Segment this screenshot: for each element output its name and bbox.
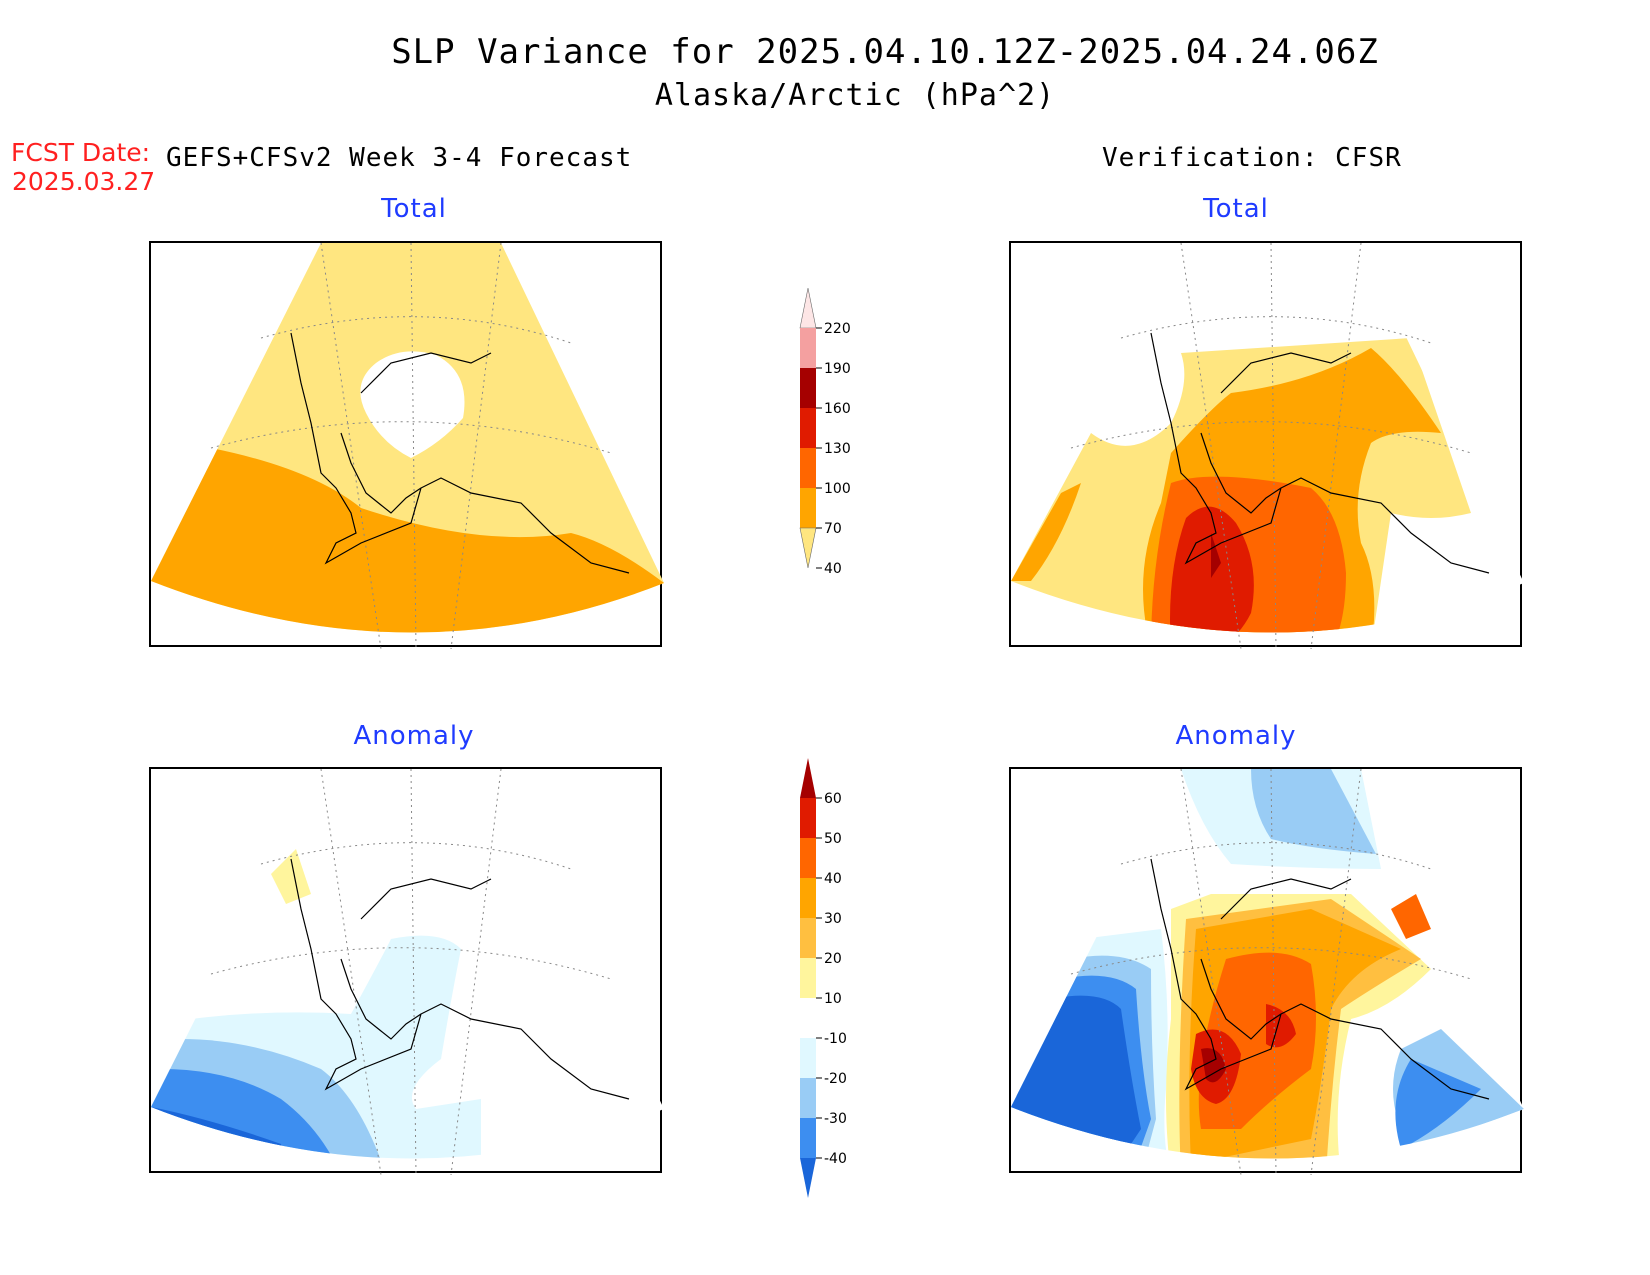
low-variance-region: [360, 351, 465, 458]
graticule: [1070, 243, 1472, 649]
forecast-total-title: Total: [381, 194, 447, 224]
anomaly-colorbar-top-extension: [800, 758, 816, 798]
total-colorbar-label: 40: [824, 561, 842, 577]
anomaly-colorbar-swatch: [800, 798, 816, 838]
fcst-date-value: 2025.03.27: [12, 167, 156, 196]
total-colorbar-swatch: [800, 488, 816, 528]
anomaly-colorbar-label: 10: [824, 991, 842, 1007]
anomaly-colorbar-bottom-extension: [800, 1158, 816, 1198]
total-colorbar-bottom-extension: [799, 527, 817, 569]
figure-title: SLP Variance for 2025.04.10.12Z-2025.04.…: [391, 32, 1379, 72]
total-colorbar-label: 160: [824, 401, 851, 417]
fcst-date-label: FCST Date:: [11, 138, 151, 167]
coastline: [290, 858, 630, 1100]
forecast-heading: GEFS+CFSv2 Week 3-4 Forecast: [166, 143, 633, 173]
total-colorbar-swatch: [800, 368, 816, 408]
anomaly-colorbar-label: 50: [824, 831, 842, 847]
verification-total-title: Total: [1203, 194, 1269, 224]
graticule: [1070, 769, 1472, 1175]
graticule: [210, 769, 612, 1175]
anomaly-colorbar-swatch: [800, 1038, 816, 1078]
fill-70-100: [151, 448, 664, 633]
total-colorbar-label: 220: [824, 321, 851, 337]
fill-130-160: [1170, 506, 1254, 633]
graticule: [210, 243, 612, 649]
total-colorbar-label: 100: [824, 481, 851, 497]
total-colorbar: 220 190 160 130 100 70 40: [799, 287, 851, 577]
total-colorbar-swatch: [800, 328, 816, 368]
total-colorbar-label: 190: [824, 361, 851, 377]
anomaly-colorbar-swatch: [800, 958, 816, 998]
anomaly-colorbar-label: -20: [824, 1071, 847, 1087]
verification-anomaly-title: Anomaly: [1175, 721, 1297, 751]
forecast-anomaly-map: [149, 767, 664, 1175]
anomaly-colorbar-swatch: [800, 998, 816, 1038]
verification-total-map: [1009, 241, 1524, 649]
anomaly-colorbar-label: -10: [824, 1031, 847, 1047]
forecast-anomaly-title: Anomaly: [353, 721, 475, 751]
verification-heading: Verification: CFSR: [1102, 143, 1402, 173]
total-colorbar-swatch: [800, 448, 816, 488]
total-colorbar-label: 70: [824, 521, 842, 537]
total-colorbar-swatch: [800, 408, 816, 448]
total-colorbar-top-extension: [799, 287, 817, 329]
anomaly-colorbar-label: 20: [824, 951, 842, 967]
figure-subtitle: Alaska/Arctic (hPa^2): [654, 78, 1056, 113]
coastline: [290, 332, 630, 574]
anomaly-colorbar-swatch: [800, 1078, 816, 1118]
forecast-total-map: [149, 241, 664, 649]
anomaly-colorbar-swatch: [800, 1118, 816, 1158]
anomaly-colorbar-swatch: [800, 878, 816, 918]
anomaly-colorbar-label: -40: [824, 1151, 847, 1167]
anomaly-colorbar-swatch: [800, 918, 816, 958]
verification-anomaly-map: [1009, 767, 1524, 1175]
anomaly-colorbar-label: -30: [824, 1111, 847, 1127]
coastline: [1150, 332, 1490, 574]
anomaly-colorbar-label: 40: [824, 871, 842, 887]
anomaly-colorbar: 60 50 40 30 20 10 -10 -20 -30 -40: [800, 758, 847, 1198]
anomaly-colorbar-label: 60: [824, 791, 842, 807]
coastline: [1150, 858, 1490, 1100]
fill-10-20: [271, 849, 311, 904]
anomaly-colorbar-label: 30: [824, 911, 842, 927]
anomaly-colorbar-swatch: [800, 838, 816, 878]
total-colorbar-label: 130: [824, 441, 851, 457]
